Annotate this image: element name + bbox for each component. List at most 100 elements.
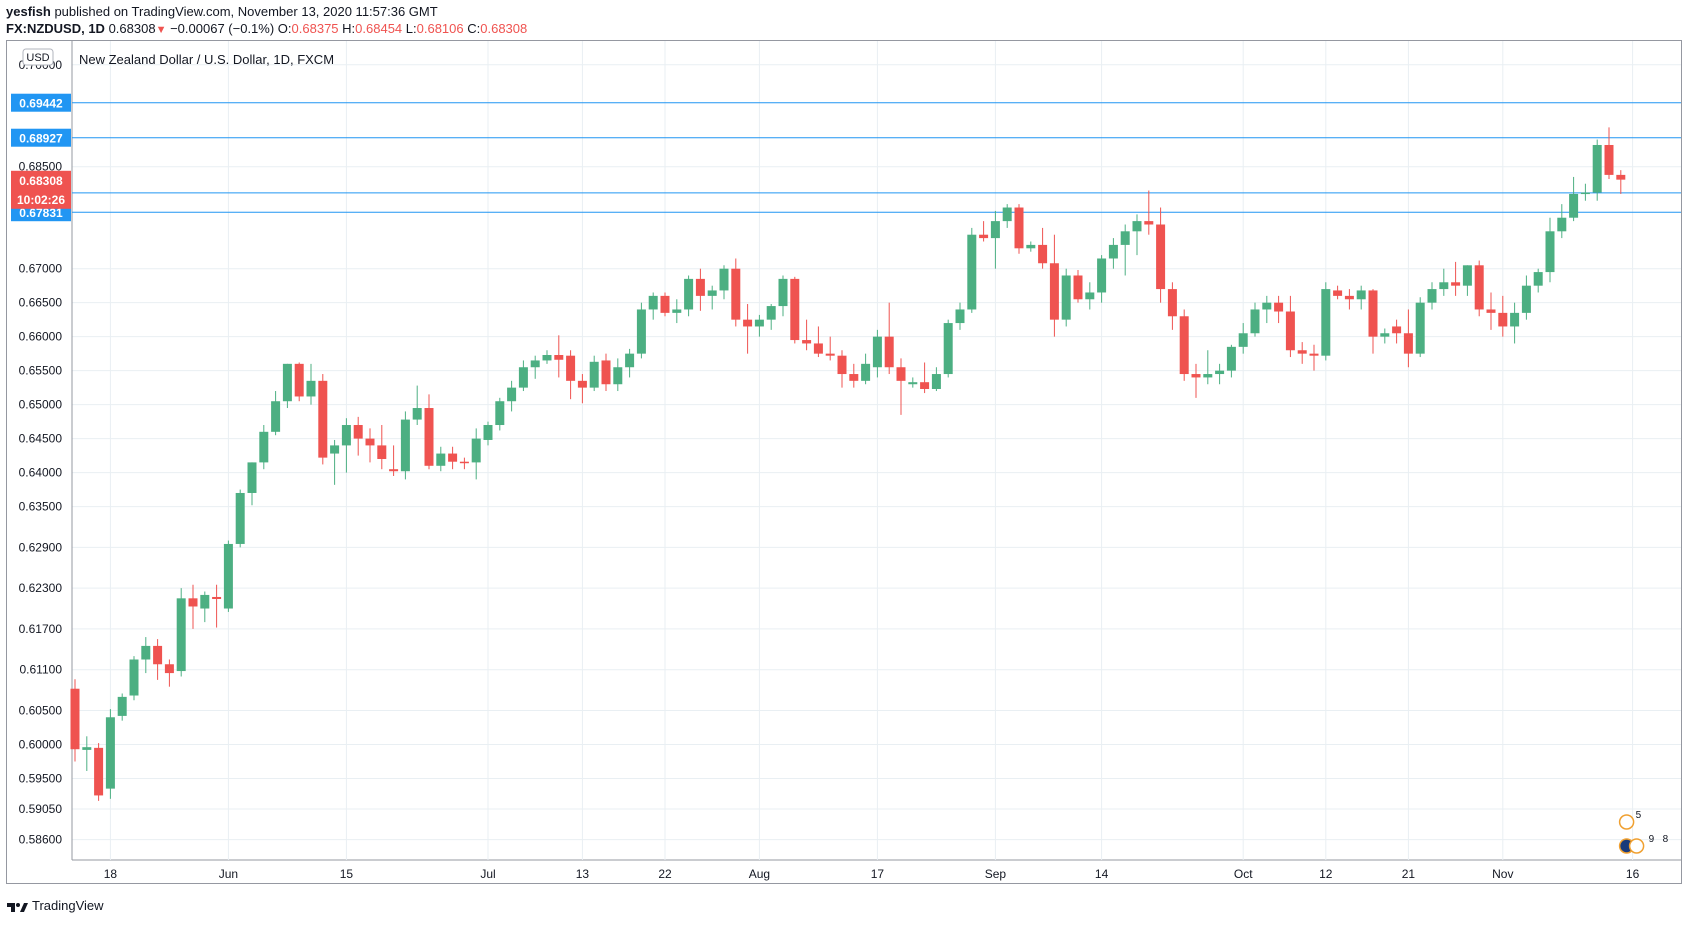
candle-body <box>1368 290 1378 337</box>
low-label: L: <box>405 21 417 36</box>
candle-body <box>554 355 564 360</box>
candle-body <box>471 438 481 463</box>
candle-down <box>1144 190 1154 235</box>
candle-body <box>1120 231 1130 245</box>
y-tick-label: 0.59500 <box>19 771 63 785</box>
candle-up <box>495 397 505 431</box>
candle-body <box>660 295 670 313</box>
x-tick-label: 22 <box>658 867 672 881</box>
y-tick-label: 0.61100 <box>20 663 63 677</box>
change-value: −0.00067 (−0.1%) <box>170 21 275 36</box>
candle-body <box>1474 265 1484 310</box>
candle-up <box>105 709 115 799</box>
candle-body <box>294 363 304 397</box>
candle-down <box>459 457 469 470</box>
candle-down <box>318 374 328 465</box>
y-tick-label: 0.58600 <box>19 833 63 847</box>
author-name[interactable]: yesfish <box>6 4 51 19</box>
candle-down <box>1285 295 1295 358</box>
candle-body <box>223 543 233 609</box>
x-tick-label: 21 <box>1402 867 1416 881</box>
candle-up <box>1380 328 1390 344</box>
us-flag-icon <box>1628 838 1645 854</box>
candle-body <box>1333 290 1343 296</box>
candle-body <box>672 309 682 313</box>
candle-up <box>931 367 941 392</box>
y-tick-label: 0.61700 <box>19 622 63 636</box>
candle-down <box>577 374 587 404</box>
candle-body <box>318 380 328 458</box>
candle-body <box>648 295 658 310</box>
candle-body <box>1427 289 1437 303</box>
chart-frame[interactable] <box>6 40 1682 884</box>
candle-down <box>353 416 363 456</box>
y-tick-label: 0.60500 <box>19 703 63 717</box>
candle-up <box>542 350 552 364</box>
candle-down <box>790 276 800 344</box>
candle-body <box>1274 302 1284 312</box>
candle-body <box>695 278 705 296</box>
candle-body <box>1392 326 1402 334</box>
y-tick-label: 0.63500 <box>19 500 63 514</box>
candle-body <box>412 408 422 420</box>
candle-body <box>400 419 410 472</box>
x-tick-label: 18 <box>104 867 118 881</box>
candle-down <box>1392 319 1402 344</box>
candle-down <box>1309 344 1319 371</box>
horizontal-line: 0.69442 <box>11 93 1681 112</box>
candle-down <box>1616 170 1626 194</box>
candle-body <box>754 319 764 327</box>
candle-body <box>684 278 694 310</box>
candle-down <box>1038 227 1048 269</box>
chart-title: New Zealand Dollar / U.S. Dollar, 1D, FX… <box>79 52 334 67</box>
candle-body <box>613 367 623 385</box>
candle-down <box>731 258 741 327</box>
candle-up <box>129 656 139 701</box>
candle-up <box>672 299 682 324</box>
candle-down <box>1167 282 1177 330</box>
candle-up <box>1321 282 1331 361</box>
candle-body <box>82 747 92 750</box>
candle-body <box>247 462 257 493</box>
candle-body <box>341 425 351 446</box>
tradingview-brand[interactable]: TradingView <box>6 898 104 913</box>
candle-body <box>70 688 80 750</box>
candle-up <box>1238 323 1248 354</box>
candle-body <box>436 453 446 466</box>
horizontal-line-label: 0.68927 <box>19 132 63 146</box>
horizontal-line-tag <box>11 93 71 112</box>
candle-down <box>743 304 753 354</box>
candle-body <box>1238 333 1248 347</box>
candle-up <box>1545 217 1555 283</box>
candle-body <box>1002 207 1012 222</box>
candle-up <box>483 421 493 446</box>
candle-up <box>1427 282 1437 310</box>
candle-body <box>330 445 340 454</box>
candle-up <box>778 275 788 317</box>
candle-body <box>719 268 729 291</box>
candle-down <box>1191 363 1201 398</box>
candle-body <box>1014 207 1024 249</box>
candle-up <box>1132 214 1142 256</box>
publish-info: yesfish published on TradingView.com, No… <box>6 4 438 19</box>
candle-body <box>813 343 823 354</box>
candle-body <box>1403 333 1413 354</box>
candle-body <box>872 336 882 368</box>
candle-body <box>825 353 835 356</box>
candle-down <box>695 268 705 311</box>
candle-body <box>1557 217 1567 232</box>
candle-down <box>1498 295 1508 337</box>
candle-up <box>719 265 729 300</box>
ohlc-legend: FX:NZDUSD, 1D 0.68308▼ −0.00067 (−0.1%) … <box>6 21 527 36</box>
candle-body <box>1380 333 1390 337</box>
candle-body <box>1156 224 1166 290</box>
candle-down <box>448 446 458 470</box>
candle-body <box>129 659 139 696</box>
candle-up <box>507 380 517 412</box>
candle-up <box>271 391 281 436</box>
candle-up <box>282 363 292 409</box>
candle-down <box>1403 309 1413 368</box>
candle-body <box>1026 244 1036 249</box>
x-tick-label: 14 <box>1095 867 1109 881</box>
